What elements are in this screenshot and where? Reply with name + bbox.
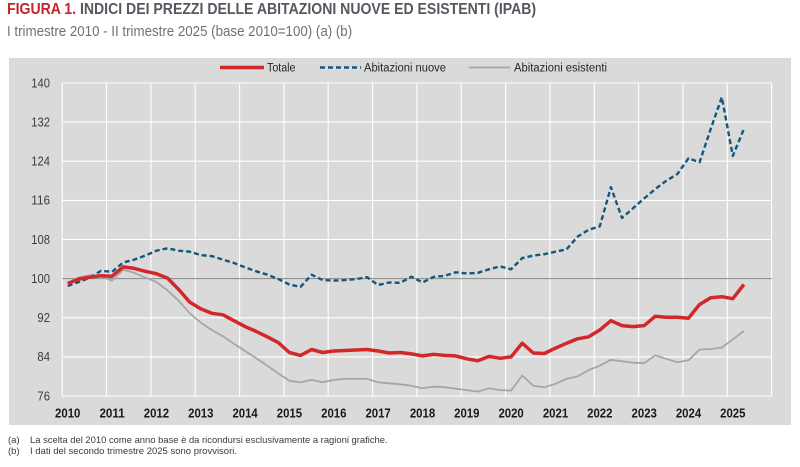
svg-text:2015: 2015: [277, 407, 302, 421]
svg-text:2019: 2019: [454, 407, 479, 421]
svg-text:2014: 2014: [232, 407, 257, 421]
svg-text:100: 100: [31, 272, 50, 286]
svg-text:132: 132: [31, 115, 50, 129]
svg-text:2022: 2022: [587, 407, 612, 421]
svg-text:84: 84: [37, 350, 50, 364]
svg-text:Abitazioni esistenti: Abitazioni esistenti: [514, 63, 607, 75]
svg-text:2023: 2023: [632, 407, 657, 421]
svg-text:2010: 2010: [55, 407, 80, 421]
svg-text:108: 108: [31, 233, 50, 247]
svg-text:2025: 2025: [720, 407, 745, 421]
svg-text:2013: 2013: [188, 407, 213, 421]
svg-text:92: 92: [37, 311, 50, 325]
svg-text:76: 76: [37, 389, 50, 403]
svg-text:116: 116: [31, 194, 50, 208]
svg-text:2016: 2016: [321, 407, 346, 421]
svg-text:2011: 2011: [99, 407, 124, 421]
svg-text:2020: 2020: [498, 407, 523, 421]
svg-text:2018: 2018: [410, 407, 435, 421]
svg-text:2017: 2017: [365, 407, 390, 421]
svg-text:2012: 2012: [144, 407, 169, 421]
svg-text:124: 124: [31, 155, 50, 169]
svg-text:140: 140: [31, 76, 50, 90]
svg-text:Abitazioni nuove: Abitazioni nuove: [364, 63, 446, 75]
svg-text:Totale: Totale: [267, 63, 296, 75]
svg-text:2024: 2024: [676, 407, 701, 421]
svg-text:2021: 2021: [543, 407, 568, 421]
